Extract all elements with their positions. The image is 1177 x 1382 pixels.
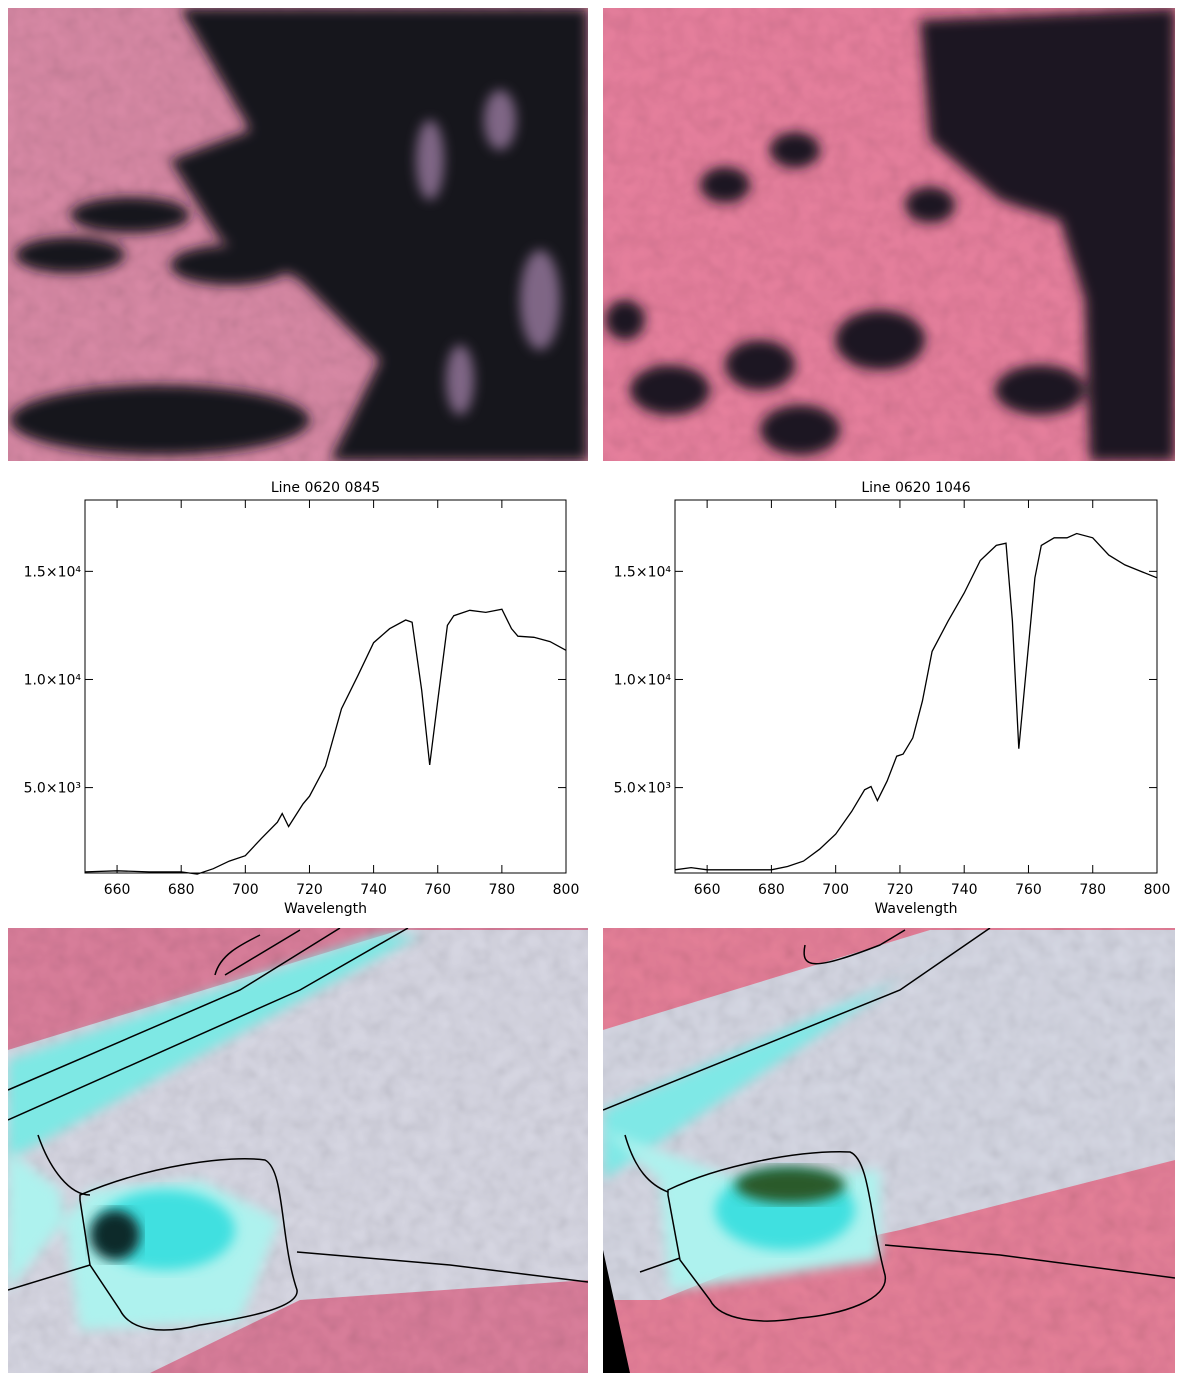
x-tick-label: 760 <box>1015 882 1042 898</box>
x-tick-label: 800 <box>1144 882 1171 898</box>
x-tick-label: 780 <box>488 882 515 898</box>
image-top-right <box>603 8 1175 461</box>
x-tick-label: 700 <box>822 882 849 898</box>
x-tick-label: 760 <box>424 882 451 898</box>
x-tick-label: 740 <box>360 882 387 898</box>
x-tick-label: 740 <box>951 882 978 898</box>
x-tick-label: 720 <box>887 882 914 898</box>
x-axis-label: Wavelength <box>874 901 957 917</box>
plot-frame <box>84 499 567 874</box>
x-tick-label: 680 <box>758 882 785 898</box>
chart-title: Line 0620 1046 <box>861 480 970 496</box>
y-tick-label: 5.0×10³ <box>614 781 671 797</box>
x-tick-label: 660 <box>104 882 131 898</box>
y-tick-label: 1.0×10⁴ <box>24 672 82 688</box>
y-tick-label: 1.5×10⁴ <box>614 564 672 580</box>
plot-frame <box>674 499 1158 874</box>
image-bottom-left <box>8 928 588 1373</box>
image-top-left <box>8 8 588 461</box>
y-tick-label: 5.0×10³ <box>24 781 81 797</box>
x-tick-label: 800 <box>553 882 580 898</box>
x-tick-label: 680 <box>168 882 195 898</box>
x-axis-label: Wavelength <box>284 901 367 917</box>
spectrum-line <box>84 608 567 875</box>
x-tick-label: 700 <box>232 882 259 898</box>
y-tick-label: 1.5×10⁴ <box>24 564 82 580</box>
spectrum-line <box>674 532 1158 871</box>
x-tick-label: 660 <box>694 882 721 898</box>
x-tick-label: 780 <box>1079 882 1106 898</box>
image-bottom-right <box>603 928 1175 1373</box>
y-tick-label: 1.0×10⁴ <box>614 672 672 688</box>
chart-title: Line 0620 0845 <box>271 480 380 496</box>
x-tick-label: 720 <box>296 882 323 898</box>
